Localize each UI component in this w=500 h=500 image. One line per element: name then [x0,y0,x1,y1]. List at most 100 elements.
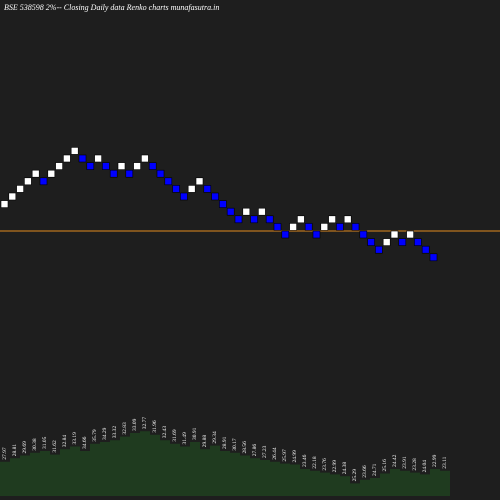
down-brick [172,185,180,193]
down-brick [203,185,212,193]
price-label: 32.77 [142,417,148,430]
price-label: 31.05 [42,436,48,449]
volume-bar [100,442,110,496]
volume-bar [390,469,400,496]
down-brick [421,245,430,254]
volume-bar [50,454,60,496]
price-label: 28.81 [12,444,18,457]
price-label: 24.99 [292,450,298,463]
down-brick [312,230,321,239]
price-label: 25.16 [382,459,388,472]
volume-bar [340,476,350,496]
down-brick [234,215,243,224]
price-label: 32.83 [122,422,128,435]
price-label: 27.97 [2,447,8,460]
volume-bar [220,451,230,496]
price-label: 23.46 [302,454,308,467]
up-brick [289,223,297,231]
volume-bar [290,464,300,496]
volume-bar [140,431,150,496]
down-brick [429,253,438,262]
down-brick [273,223,282,231]
volume-bar [310,470,320,496]
price-label: 31.49 [182,432,188,445]
down-brick [414,238,422,246]
up-brick [343,215,352,224]
down-brick [211,192,219,201]
volume-bar [400,470,410,496]
volume-bar [60,449,70,496]
down-brick [226,207,235,216]
volume-bar [120,436,130,496]
volume-bar [30,452,40,496]
up-brick [406,230,414,239]
price-label: 23.76 [322,458,328,471]
down-brick [398,238,407,246]
up-brick [328,215,336,224]
down-brick [180,192,188,201]
down-brick [78,154,87,163]
up-brick [297,215,305,224]
volume-bar [360,479,370,496]
volume-bar [200,449,210,496]
price-label: 23.66 [362,465,368,478]
down-brick [125,169,134,178]
up-brick [63,154,71,163]
up-brick [47,169,56,178]
price-label: 26.44 [272,447,278,460]
volume-bar [150,434,160,496]
down-brick [156,169,165,178]
up-brick [141,154,149,163]
volume-bar [350,483,360,496]
down-brick [265,215,274,224]
up-brick [382,238,391,246]
price-label: 27.23 [262,445,268,458]
down-brick [39,177,48,186]
price-label: 29.69 [22,441,28,454]
price-label: 28.56 [242,441,248,454]
price-label: 24.71 [372,463,378,476]
volume-bar [110,440,120,496]
price-label: 33.09 [132,418,138,431]
up-brick [16,185,24,193]
up-brick [258,207,266,216]
up-brick [70,147,79,155]
down-brick [250,215,258,224]
volume-bar [190,442,200,496]
price-label: 23.91 [402,456,408,469]
up-brick [31,169,40,178]
volume-bar [230,452,240,496]
volume-bar [320,472,330,496]
down-brick [86,162,95,170]
price-label: 25.97 [282,449,288,462]
price-label: 33.32 [112,426,118,439]
price-label: 22.18 [312,456,318,469]
volume-bar [160,440,170,496]
up-brick [8,192,17,201]
price-label: 31.69 [172,429,178,442]
volume-bar [280,463,290,496]
up-brick [24,177,32,186]
down-brick [148,162,157,170]
price-label: 35.79 [92,429,98,442]
volume-bar [0,461,10,496]
volume-bar [180,446,190,496]
up-brick [94,154,102,163]
price-label: 22.99 [432,454,438,467]
volume-bar [330,474,340,496]
price-label: 30.17 [232,438,238,451]
price-label: 31.62 [52,440,58,453]
down-brick [109,169,118,178]
price-label: 29.88 [202,435,208,448]
price-label: 27.86 [252,444,258,457]
down-brick [164,177,173,186]
price-label: 30.91 [192,427,198,440]
volume-bar [170,443,180,496]
up-brick [242,207,251,216]
down-brick [304,223,313,231]
down-brick [281,230,290,239]
price-label: 29.34 [212,431,218,444]
price-label: 34.66 [82,436,88,449]
